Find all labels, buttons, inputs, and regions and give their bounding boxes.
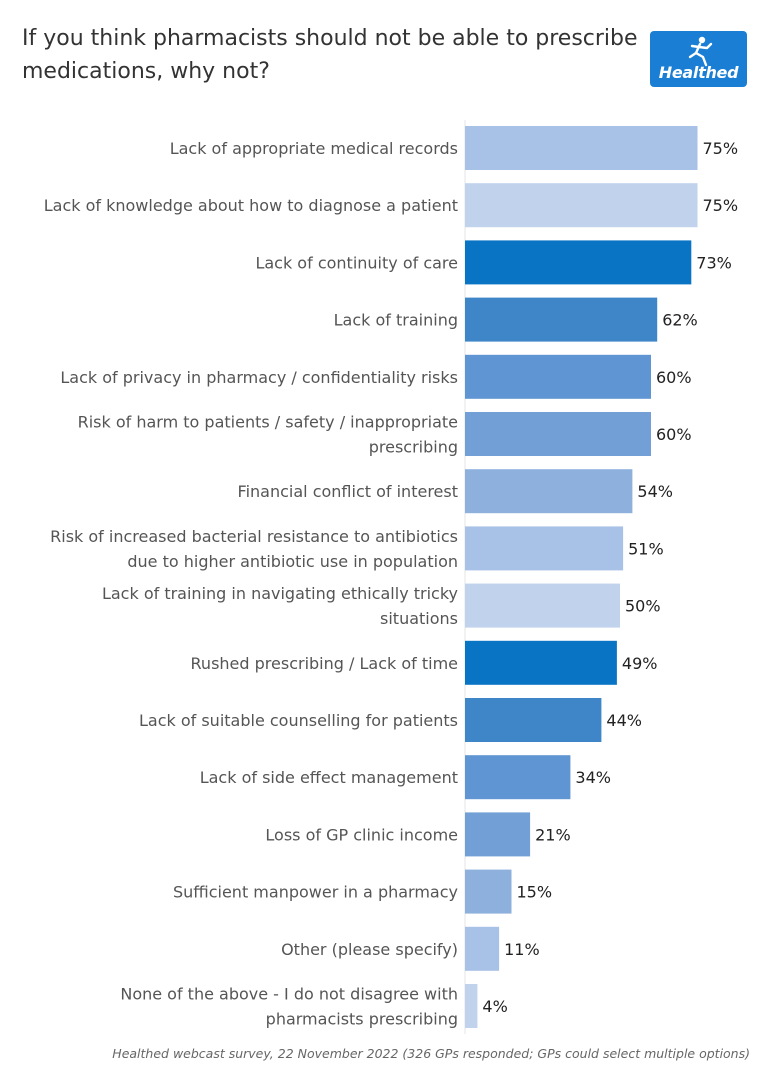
bar	[465, 869, 512, 914]
bar	[465, 469, 633, 514]
category-label: Lack of continuity of care	[255, 253, 458, 272]
bar	[465, 412, 651, 456]
bar	[465, 297, 658, 342]
category-label: Lack of knowledge about how to diagnose …	[44, 196, 458, 215]
category-label: Sufficient manpower in a pharmacy	[173, 883, 458, 902]
category-label: Risk of increased bacterial resistance t…	[50, 527, 458, 571]
category-label: Lack of privacy in pharmacy / confidenti…	[60, 368, 458, 387]
data-label: 49%	[622, 654, 658, 673]
category-label: Lack of suitable counselling for patient…	[139, 711, 458, 730]
data-label: 4%	[482, 997, 507, 1016]
category-label: Risk of harm to patients / safety / inap…	[78, 413, 458, 457]
data-label: 51%	[628, 539, 664, 558]
category-label: None of the above - I do not disagree wi…	[120, 985, 458, 1029]
category-label: Rushed prescribing / Lack of time	[191, 654, 458, 673]
category-label: Lack of side effect management	[200, 768, 458, 787]
data-label: 75%	[703, 139, 739, 158]
bar	[465, 354, 651, 399]
bar	[465, 526, 624, 571]
data-label: 62%	[662, 311, 698, 330]
bar-chart: Lack of appropriate medical records 75% La…	[44, 120, 739, 1034]
category-label: Other (please specify)	[281, 940, 458, 959]
bar	[465, 812, 531, 857]
category-label: Financial conflict of interest	[238, 482, 458, 501]
chart-title: If you think pharmacists should not be a…	[22, 26, 638, 84]
category-label: Lack of training	[334, 311, 458, 330]
bar	[465, 698, 602, 742]
data-label: 75%	[703, 196, 739, 215]
category-label: Lack of training in navigating ethically…	[102, 584, 458, 628]
bar	[465, 926, 500, 971]
data-label: 73%	[696, 253, 732, 272]
category-label: Lack of appropriate medical records	[170, 139, 458, 158]
bar	[465, 240, 692, 285]
data-label: 44%	[606, 711, 642, 730]
running-figure-icon	[688, 36, 713, 67]
bar	[465, 583, 620, 628]
bar	[465, 755, 571, 800]
bar	[465, 183, 698, 228]
data-label: 11%	[504, 940, 540, 959]
data-label: 21%	[535, 825, 571, 844]
bar	[465, 126, 698, 170]
bar	[465, 640, 617, 685]
data-label: 50%	[625, 597, 661, 616]
data-label: 54%	[637, 482, 673, 501]
data-label: 60%	[656, 368, 692, 387]
data-label: 34%	[575, 768, 611, 787]
healthed-logo: Healthed	[650, 31, 747, 87]
bar	[465, 984, 478, 1028]
data-label: 60%	[656, 425, 692, 444]
footnote: Healthed webcast survey, 22 November 202…	[112, 1046, 750, 1061]
category-label: Loss of GP clinic income	[265, 825, 458, 844]
data-label: 15%	[517, 883, 553, 902]
logo-text: Healthed	[658, 63, 739, 82]
